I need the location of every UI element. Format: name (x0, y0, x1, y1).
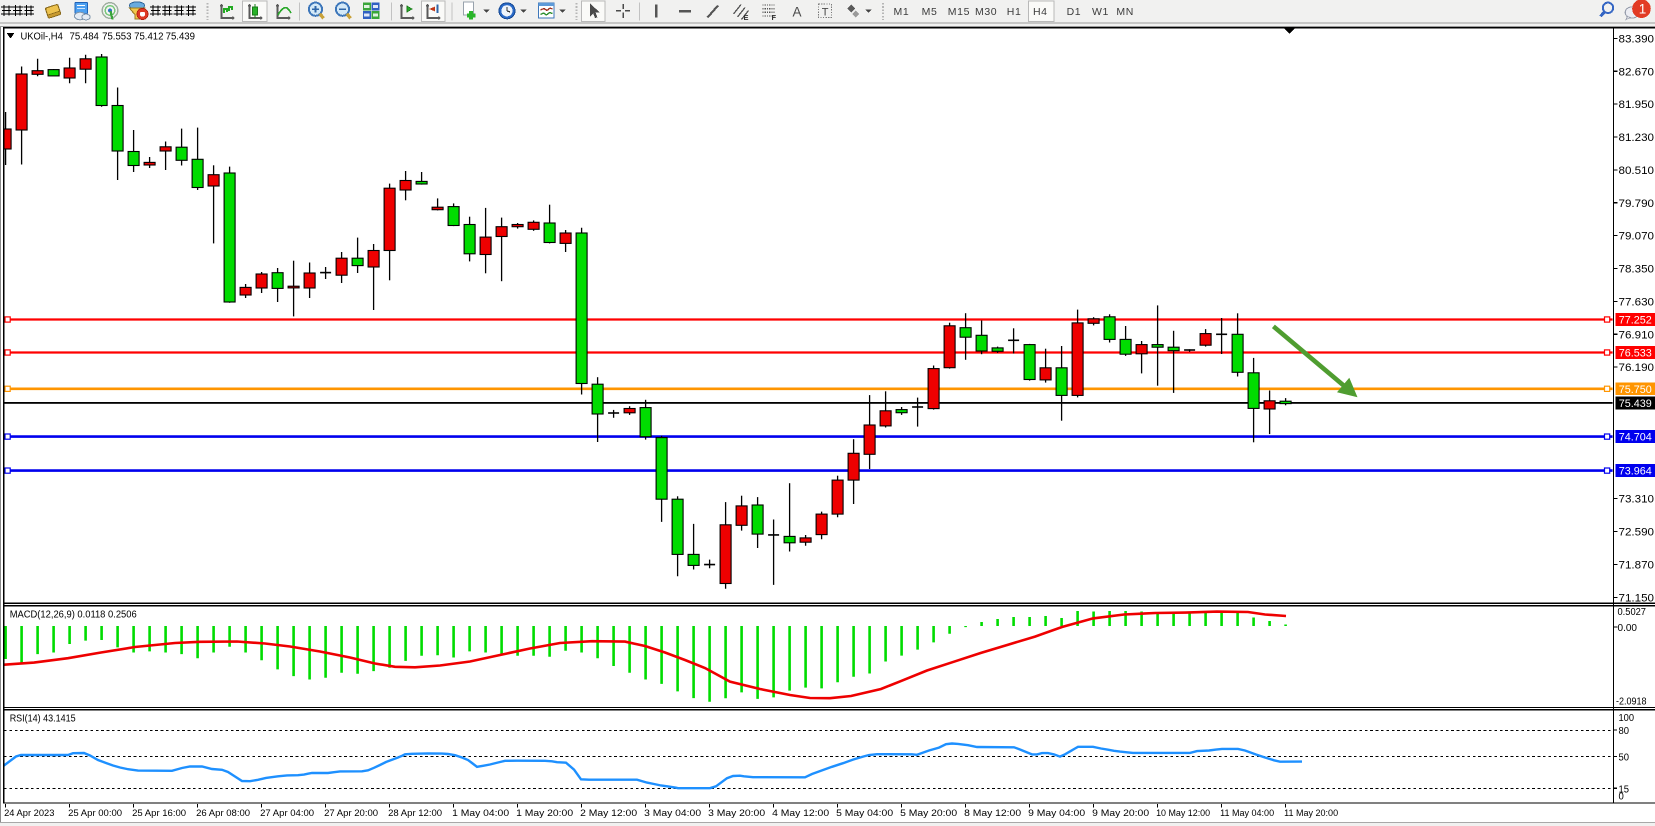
svg-text:81.230: 81.230 (1619, 132, 1655, 144)
svg-text:75.412: 75.412 (134, 31, 164, 42)
svg-text:80: 80 (1619, 726, 1630, 737)
svg-text:T: T (822, 6, 829, 18)
svg-text:76.190: 76.190 (1619, 362, 1655, 374)
svg-text:73.310: 73.310 (1619, 494, 1655, 506)
svg-text:75.439: 75.439 (1619, 398, 1652, 410)
svg-text:10 May 12:00: 10 May 12:00 (1156, 808, 1210, 819)
svg-text:72.590: 72.590 (1619, 527, 1655, 539)
svg-text:0.5027: 0.5027 (1618, 607, 1647, 618)
svg-text:76.533: 76.533 (1619, 348, 1652, 360)
svg-text:50: 50 (1619, 752, 1630, 763)
svg-text:9 May 04:00: 9 May 04:00 (1028, 808, 1085, 819)
svg-text:80.510: 80.510 (1619, 165, 1655, 177)
svg-text:76.910: 76.910 (1619, 329, 1655, 341)
svg-text:5 May 04:00: 5 May 04:00 (836, 808, 893, 819)
svg-text:100: 100 (1619, 713, 1635, 724)
svg-text:2 May 12:00: 2 May 12:00 (580, 808, 637, 819)
svg-text:H4: H4 (1033, 6, 1048, 18)
svg-text:75.484: 75.484 (70, 31, 100, 42)
svg-text:9 May 20:00: 9 May 20:00 (1092, 808, 1149, 819)
svg-text:71.870: 71.870 (1619, 560, 1655, 572)
svg-text:11 May 04:00: 11 May 04:00 (1220, 808, 1274, 819)
svg-text:11 May 20:00: 11 May 20:00 (1284, 808, 1338, 819)
svg-text:MN: MN (1116, 6, 1134, 18)
svg-text:-2.0918: -2.0918 (1616, 696, 1647, 707)
svg-text:3 May 04:00: 3 May 04:00 (644, 808, 701, 819)
svg-text:75.553: 75.553 (102, 31, 132, 42)
svg-text:71.150: 71.150 (1619, 592, 1655, 604)
svg-text:27 Apr 20:00: 27 Apr 20:00 (324, 808, 378, 819)
svg-text:D1: D1 (1067, 6, 1082, 18)
svg-text:24 Apr 2023: 24 Apr 2023 (4, 808, 54, 819)
svg-text:28 Apr 12:00: 28 Apr 12:00 (388, 808, 442, 819)
svg-text:8 May 12:00: 8 May 12:00 (964, 808, 1021, 819)
svg-text:H1: H1 (1007, 6, 1022, 18)
svg-text:M5: M5 (922, 6, 938, 18)
svg-text:78.350: 78.350 (1619, 264, 1655, 276)
svg-text:RSI(14) 43.1415: RSI(14) 43.1415 (10, 714, 76, 725)
svg-text:5 May 20:00: 5 May 20:00 (900, 808, 957, 819)
svg-text:79.790: 79.790 (1619, 198, 1655, 210)
svg-text:75.750: 75.750 (1619, 384, 1652, 396)
svg-text:25 Apr 00:00: 25 Apr 00:00 (68, 808, 122, 819)
svg-text:83.390: 83.390 (1619, 33, 1655, 45)
svg-text:77.630: 77.630 (1619, 296, 1655, 308)
svg-text:F: F (772, 13, 777, 22)
svg-text:1: 1 (1639, 1, 1647, 16)
svg-text:W1: W1 (1092, 6, 1109, 18)
svg-text:27 Apr 04:00: 27 Apr 04:00 (260, 808, 314, 819)
svg-text:M1: M1 (894, 6, 910, 18)
svg-text:3 May 20:00: 3 May 20:00 (708, 808, 765, 819)
svg-text:1 May 20:00: 1 May 20:00 (516, 808, 573, 819)
svg-text:MACD(12,26,9) 0.0118 0.2506: MACD(12,26,9) 0.0118 0.2506 (10, 609, 137, 620)
svg-text:1 May 04:00: 1 May 04:00 (452, 808, 509, 819)
svg-text:E: E (744, 13, 749, 22)
svg-text:75.439: 75.439 (166, 31, 196, 42)
svg-text:25 Apr 16:00: 25 Apr 16:00 (132, 808, 186, 819)
svg-text:A: A (793, 5, 802, 20)
svg-text:77.252: 77.252 (1619, 315, 1652, 327)
svg-text:79.070: 79.070 (1619, 231, 1655, 243)
svg-text:73.964: 73.964 (1619, 466, 1652, 478)
svg-text:M15: M15 (948, 6, 970, 18)
svg-text:15: 15 (1619, 784, 1630, 795)
svg-text:82.670: 82.670 (1619, 66, 1655, 78)
svg-text:0.00: 0.00 (1618, 623, 1638, 634)
svg-text:4 May 12:00: 4 May 12:00 (772, 808, 829, 819)
svg-text:74.704: 74.704 (1619, 432, 1652, 444)
svg-text:26 Apr 08:00: 26 Apr 08:00 (196, 808, 250, 819)
svg-text:M30: M30 (975, 6, 997, 18)
svg-text:UKOil-,H4: UKOil-,H4 (21, 31, 64, 42)
svg-text:81.950: 81.950 (1619, 99, 1655, 111)
svg-text:0: 0 (1619, 792, 1625, 803)
